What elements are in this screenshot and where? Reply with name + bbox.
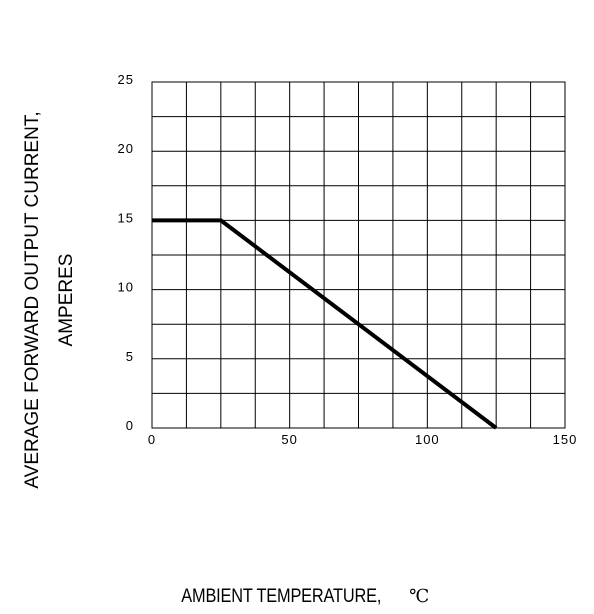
- y-tick-label: 15: [118, 210, 134, 225]
- y-axis-title-line-1: AVERAGE FORWARD OUTPUT CURRENT,: [22, 111, 43, 488]
- y-tick-label: 25: [118, 72, 134, 87]
- x-tick-label: 150: [553, 432, 578, 447]
- x-axis-title-text: AMBIENT TEMPERATURE,: [180, 586, 381, 607]
- y-tick-labels: 0 5 10 15 20 25: [118, 72, 134, 433]
- y-tick-label: 0: [126, 418, 134, 433]
- chart-grid: [151, 81, 566, 429]
- series-layer: [152, 218, 498, 430]
- derating-curve-line: [152, 218, 498, 430]
- x-axis-title: AMBIENT TEMPERATURE, ℃: [0, 586, 594, 608]
- y-axis-title: AVERAGE FORWARD OUTPUT CURRENT, AMPERES: [22, 111, 77, 488]
- x-tick-label: 50: [281, 432, 297, 447]
- plot-border: [151, 81, 566, 429]
- y-tick-label: 20: [118, 141, 134, 156]
- x-tick-label: 100: [415, 432, 440, 447]
- x-axis-unit: ℃: [409, 586, 430, 607]
- plot-frame: [151, 81, 566, 429]
- y-tick-label: 5: [126, 349, 134, 364]
- x-tick-label: 0: [148, 432, 156, 447]
- y-axis-title-line-2: AMPERES: [56, 254, 77, 347]
- y-tick-label: 10: [118, 280, 134, 295]
- x-tick-labels: 0 50 100 150: [148, 432, 578, 447]
